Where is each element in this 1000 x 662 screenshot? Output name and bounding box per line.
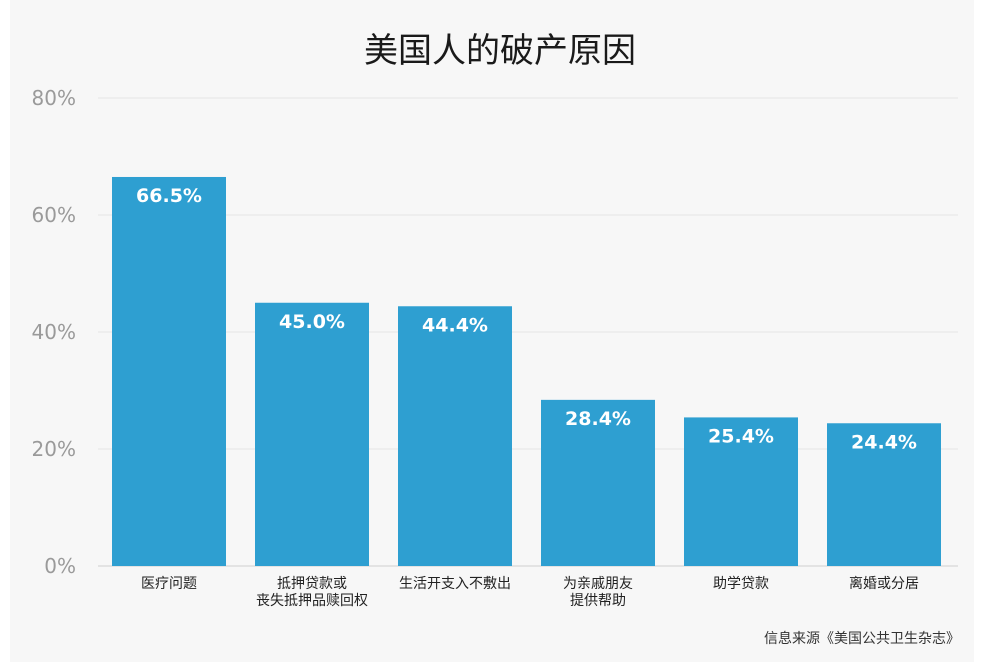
- y-tick-label: 40%: [32, 320, 76, 344]
- data-label: 28.4%: [565, 408, 631, 430]
- bar: [684, 417, 798, 566]
- data-label: 44.4%: [422, 314, 488, 336]
- y-tick-label: 20%: [32, 437, 76, 461]
- value-labels: 66.5% 45.0% 44.4% 28.4% 25.4% 24.4%: [136, 185, 917, 453]
- data-label: 66.5%: [136, 185, 202, 207]
- bar: [255, 302, 369, 566]
- y-axis-ticks: 0% 20% 40% 60% 80%: [32, 86, 76, 578]
- data-label: 24.4%: [851, 431, 917, 453]
- gridlines: [98, 97, 958, 567]
- category-label: 助学贷款: [713, 576, 769, 592]
- bar: [541, 399, 655, 566]
- bar: [112, 176, 226, 566]
- bars: [112, 176, 941, 566]
- chart-title: 美国人的破产原因: [364, 31, 636, 71]
- data-label: 25.4%: [708, 425, 774, 447]
- data-label: 45.0%: [279, 311, 345, 333]
- y-tick-label: 80%: [32, 86, 76, 110]
- category-label: 医疗问题: [141, 576, 197, 592]
- category-label: 为亲戚朋友: [563, 576, 633, 592]
- source-note: 信息来源《美国公共卫生杂志》: [764, 630, 960, 647]
- bar: [398, 306, 512, 566]
- category-label: 抵押贷款或: [277, 576, 347, 592]
- y-tick-label: 0%: [44, 554, 76, 578]
- category-label: 生活开支入不敷出: [399, 576, 511, 592]
- y-tick-label: 60%: [32, 203, 76, 227]
- category-label: 提供帮助: [570, 593, 626, 609]
- category-label: 丧失抵押品赎回权: [256, 592, 368, 609]
- bar: [827, 423, 941, 566]
- category-label: 离婚或分居: [849, 575, 919, 592]
